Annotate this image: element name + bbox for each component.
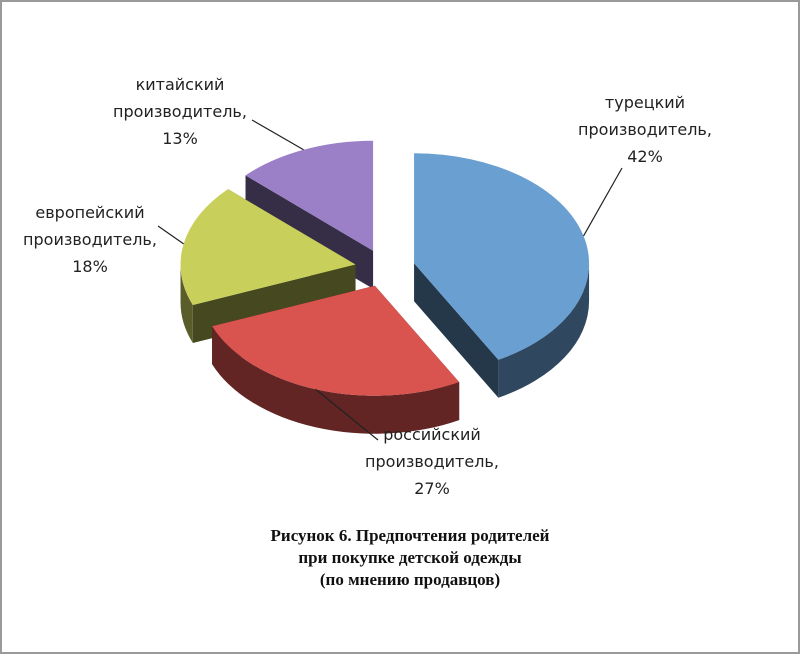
slice-wall — [212, 326, 460, 434]
category-label: китайский производитель, — [113, 75, 247, 121]
category-label: европейский производитель, — [23, 203, 157, 249]
value-label: 18% — [72, 257, 108, 276]
slice-top — [180, 189, 356, 305]
chart-title: (по мнению продавцов) — [320, 570, 500, 589]
slice-wall — [180, 264, 193, 343]
slice-wall — [498, 263, 590, 398]
leader-line — [315, 388, 379, 441]
leader-line — [157, 225, 184, 245]
chart-title: Рисунок 6. Предпочтения родителей — [271, 526, 550, 545]
slice-top — [212, 285, 460, 396]
slice-top — [245, 140, 374, 251]
value-label: 42% — [627, 147, 663, 166]
data-label: европейский производитель, 18% — [23, 203, 157, 276]
category-label: турецкий производитель, — [578, 93, 712, 139]
data-label: российский производитель, 27% — [365, 425, 499, 498]
slice-top — [414, 153, 590, 360]
slice — [212, 285, 460, 434]
value-label: 13% — [162, 129, 198, 148]
value-label: 27% — [414, 479, 450, 498]
leader-line — [251, 119, 304, 151]
leader-line — [583, 167, 623, 237]
data-label: китайский производитель, 13% — [113, 75, 247, 148]
chart-title: при покупке детской одежды — [298, 548, 521, 567]
category-label: российский производитель, — [365, 425, 499, 471]
slice-side — [414, 263, 499, 398]
data-label: турецкий производитель, 42% — [578, 93, 712, 166]
slice — [414, 153, 590, 398]
